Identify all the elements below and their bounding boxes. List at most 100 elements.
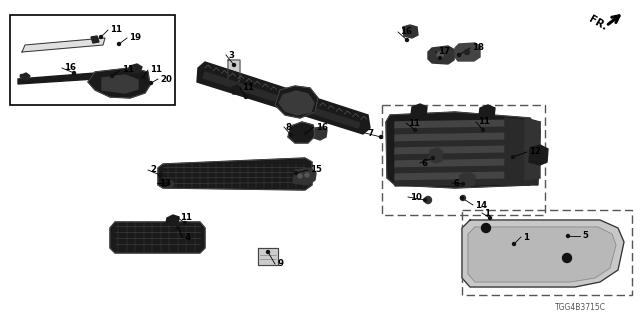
- Circle shape: [305, 132, 307, 134]
- Circle shape: [118, 43, 120, 45]
- Polygon shape: [395, 179, 520, 186]
- Circle shape: [244, 95, 248, 99]
- Circle shape: [305, 173, 309, 177]
- Circle shape: [266, 251, 269, 253]
- Circle shape: [294, 172, 298, 174]
- Circle shape: [424, 196, 431, 204]
- Text: FR.: FR.: [587, 14, 609, 32]
- Circle shape: [166, 181, 170, 185]
- Polygon shape: [395, 133, 520, 142]
- Polygon shape: [314, 127, 327, 140]
- Polygon shape: [505, 118, 540, 185]
- Text: 12: 12: [529, 148, 541, 156]
- Text: 13: 13: [159, 179, 171, 188]
- Polygon shape: [20, 73, 30, 80]
- Polygon shape: [411, 104, 427, 118]
- Text: 11: 11: [110, 26, 122, 35]
- Circle shape: [461, 196, 465, 201]
- Circle shape: [166, 180, 173, 188]
- Circle shape: [159, 173, 161, 177]
- Polygon shape: [166, 215, 179, 226]
- Circle shape: [141, 76, 145, 78]
- Polygon shape: [258, 248, 278, 265]
- Polygon shape: [529, 145, 548, 165]
- Text: 11: 11: [478, 117, 490, 126]
- Circle shape: [488, 217, 492, 220]
- Text: 10: 10: [410, 193, 422, 202]
- Polygon shape: [395, 166, 520, 173]
- Polygon shape: [395, 127, 520, 134]
- Polygon shape: [275, 86, 318, 118]
- Polygon shape: [293, 168, 316, 185]
- Circle shape: [380, 135, 383, 139]
- Text: 8: 8: [286, 123, 292, 132]
- Polygon shape: [429, 148, 443, 163]
- Circle shape: [150, 82, 152, 84]
- Polygon shape: [288, 122, 315, 143]
- Circle shape: [289, 133, 292, 137]
- Circle shape: [413, 129, 417, 132]
- Bar: [10, 15, 175, 105]
- Circle shape: [72, 71, 76, 75]
- Text: 9: 9: [277, 260, 283, 268]
- Polygon shape: [395, 120, 520, 129]
- Text: 11: 11: [180, 213, 192, 222]
- Polygon shape: [228, 60, 240, 85]
- Polygon shape: [20, 74, 28, 78]
- Polygon shape: [468, 227, 616, 282]
- Text: 11: 11: [122, 66, 134, 75]
- Circle shape: [481, 129, 484, 132]
- Bar: [382, 105, 545, 215]
- Circle shape: [511, 156, 515, 158]
- Polygon shape: [128, 64, 142, 73]
- Text: 7: 7: [367, 129, 373, 138]
- Polygon shape: [91, 36, 99, 43]
- Circle shape: [424, 198, 426, 202]
- Polygon shape: [395, 172, 520, 181]
- Polygon shape: [158, 158, 312, 190]
- Bar: [462, 210, 632, 295]
- Text: 19: 19: [129, 34, 141, 43]
- Circle shape: [431, 156, 435, 159]
- Polygon shape: [395, 146, 520, 155]
- Polygon shape: [428, 46, 455, 64]
- Text: 18: 18: [472, 44, 484, 52]
- Polygon shape: [197, 62, 370, 134]
- Polygon shape: [455, 43, 480, 61]
- Circle shape: [513, 243, 515, 245]
- Text: 2: 2: [150, 165, 156, 174]
- Circle shape: [465, 50, 470, 54]
- Text: 11: 11: [408, 118, 420, 127]
- Polygon shape: [102, 75, 138, 93]
- Circle shape: [406, 38, 408, 42]
- Text: TGG4B3715C: TGG4B3715C: [555, 303, 606, 312]
- Text: 17: 17: [438, 47, 450, 57]
- Polygon shape: [232, 85, 241, 94]
- Polygon shape: [88, 68, 150, 98]
- Polygon shape: [525, 118, 540, 180]
- Text: 6: 6: [422, 158, 428, 167]
- Text: 16: 16: [400, 28, 412, 36]
- Polygon shape: [279, 91, 314, 115]
- Text: 11: 11: [242, 84, 254, 92]
- Circle shape: [298, 174, 302, 178]
- Polygon shape: [459, 172, 475, 187]
- Circle shape: [177, 227, 179, 229]
- Circle shape: [563, 253, 572, 262]
- Text: 14: 14: [475, 201, 487, 210]
- Polygon shape: [395, 153, 520, 160]
- Circle shape: [566, 235, 570, 237]
- Text: 1: 1: [523, 233, 529, 242]
- Polygon shape: [22, 38, 105, 52]
- Text: 1: 1: [484, 209, 490, 218]
- Circle shape: [232, 63, 236, 67]
- Circle shape: [461, 182, 465, 186]
- Polygon shape: [395, 159, 520, 168]
- Polygon shape: [203, 72, 360, 128]
- Text: 6: 6: [454, 179, 460, 188]
- Circle shape: [481, 223, 490, 233]
- Polygon shape: [403, 25, 418, 38]
- Polygon shape: [462, 220, 624, 287]
- Text: 4: 4: [185, 234, 191, 243]
- Polygon shape: [110, 222, 205, 253]
